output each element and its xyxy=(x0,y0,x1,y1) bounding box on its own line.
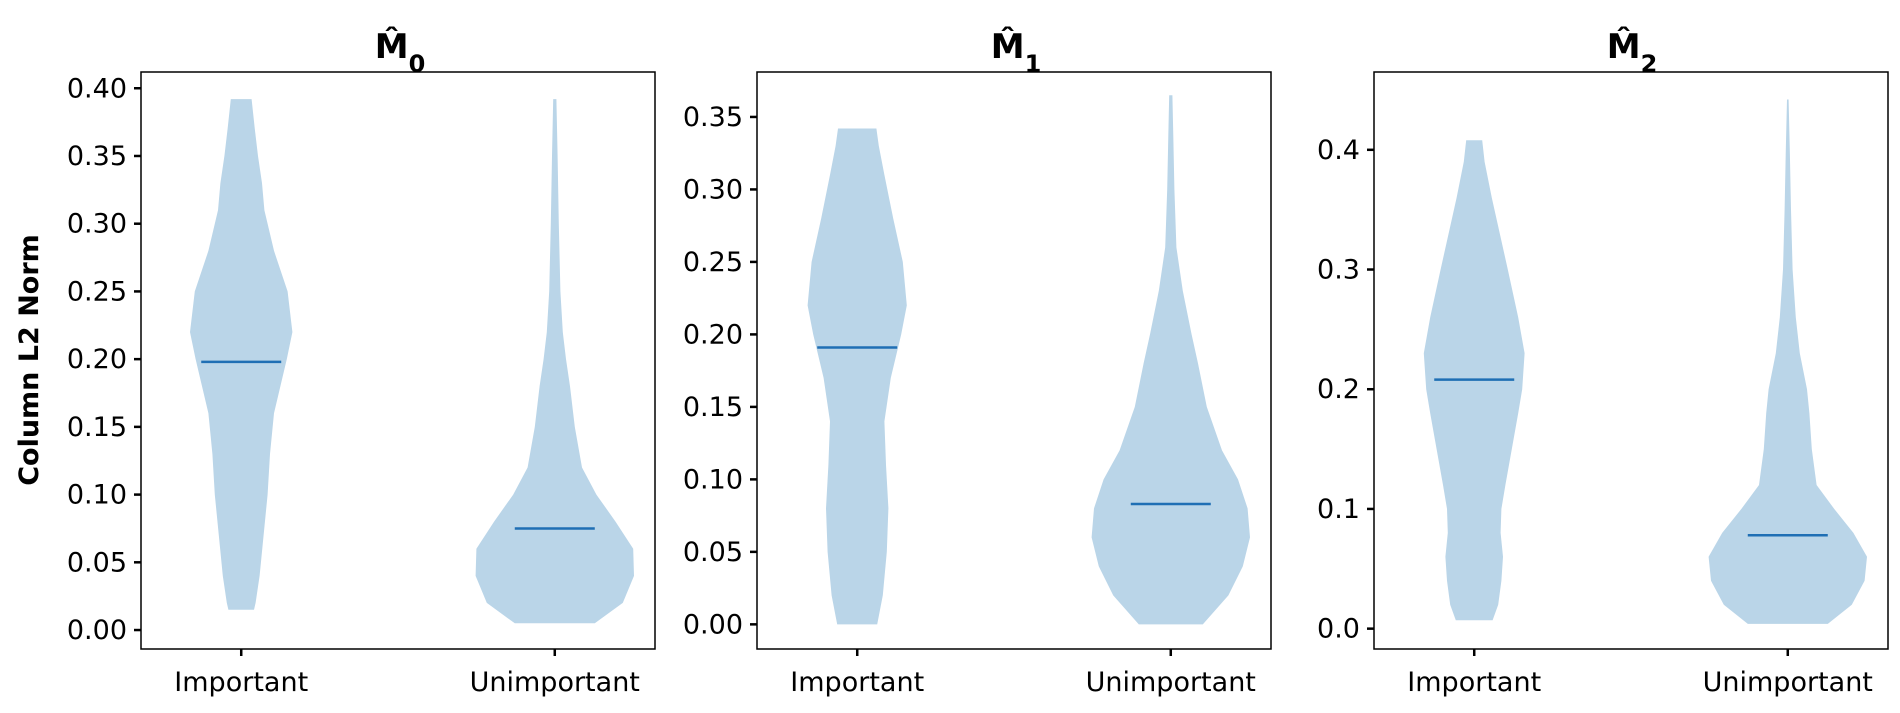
x-tick-label-important: Important xyxy=(790,667,924,698)
x-tick-label-unimportant: Unimportant xyxy=(470,667,640,698)
y-tick-label: 0.05 xyxy=(67,547,127,578)
y-tick-label: 0.35 xyxy=(683,102,743,133)
y-tick-label: 0.0 xyxy=(1317,614,1360,645)
y-tick-label: 0.15 xyxy=(67,412,127,443)
panel-title-subscript: 1 xyxy=(1025,50,1042,78)
y-tick-label: 0.20 xyxy=(67,344,127,375)
panel-title-subscript: 0 xyxy=(409,50,426,78)
violin-body-unimportant xyxy=(475,99,634,624)
y-tick-label: 0.35 xyxy=(67,141,127,172)
y-tick-label: 0.20 xyxy=(683,319,743,350)
x-tick-label-unimportant: Unimportant xyxy=(1086,667,1256,698)
panel-title-symbol: M̂ xyxy=(991,26,1025,67)
y-tick-label: 0.4 xyxy=(1317,135,1360,166)
y-tick-label: 0.25 xyxy=(683,247,743,278)
y-tick-label: 0.10 xyxy=(683,464,743,495)
panel-title-symbol: M̂ xyxy=(375,26,409,67)
panel-title-m0: M̂0 xyxy=(375,26,426,78)
y-tick-label: 0.25 xyxy=(67,276,127,307)
panel-m1: M̂1 0.00 0.05 0.10 0.15 0.20 0.25 0.30 0.35 Impo… xyxy=(683,26,1272,698)
y-tick-label: 0.1 xyxy=(1317,494,1360,525)
y-tick-label: 0.05 xyxy=(683,537,743,568)
panel-title-m2: M̂2 xyxy=(1607,26,1658,78)
y-tick-label: 0.30 xyxy=(67,209,127,240)
y-tick-label: 0.10 xyxy=(67,480,127,511)
panel-title-m1: M̂1 xyxy=(991,26,1042,78)
y-tick-label: 0.00 xyxy=(683,609,743,640)
y-axis-label: Column L2 Norm xyxy=(14,234,45,486)
violin-body-unimportant xyxy=(1708,99,1867,624)
y-tick-label: 0.3 xyxy=(1317,255,1360,286)
y-tick-label: 0.40 xyxy=(67,73,127,104)
plot-frame xyxy=(140,71,656,650)
panel-title-subscript: 2 xyxy=(1641,50,1658,78)
y-tick-label: 0.2 xyxy=(1317,374,1360,405)
plot-frame xyxy=(1373,71,1889,650)
y-tick-label: 0.15 xyxy=(683,392,743,423)
plot-frame xyxy=(756,71,1272,650)
panel-title-symbol: M̂ xyxy=(1607,26,1641,67)
y-tick-label: 0.00 xyxy=(67,615,127,646)
violin-body-unimportant xyxy=(1091,95,1250,625)
x-tick-label-unimportant: Unimportant xyxy=(1703,667,1873,698)
panel-m0: M̂0 0.00 0.05 0.10 0.15 0.20 0.25 0.30 0.35 0.40… xyxy=(67,26,656,698)
x-tick-label-important: Important xyxy=(174,667,308,698)
x-tick-label-important: Important xyxy=(1407,667,1541,698)
violin-body-important xyxy=(807,128,907,625)
y-tick-label: 0.30 xyxy=(683,174,743,205)
violin-body-important xyxy=(190,99,293,610)
panel-m2: M̂2 0.0 0.1 0.2 0.3 0.4 Important Unimportant xyxy=(1317,26,1889,698)
